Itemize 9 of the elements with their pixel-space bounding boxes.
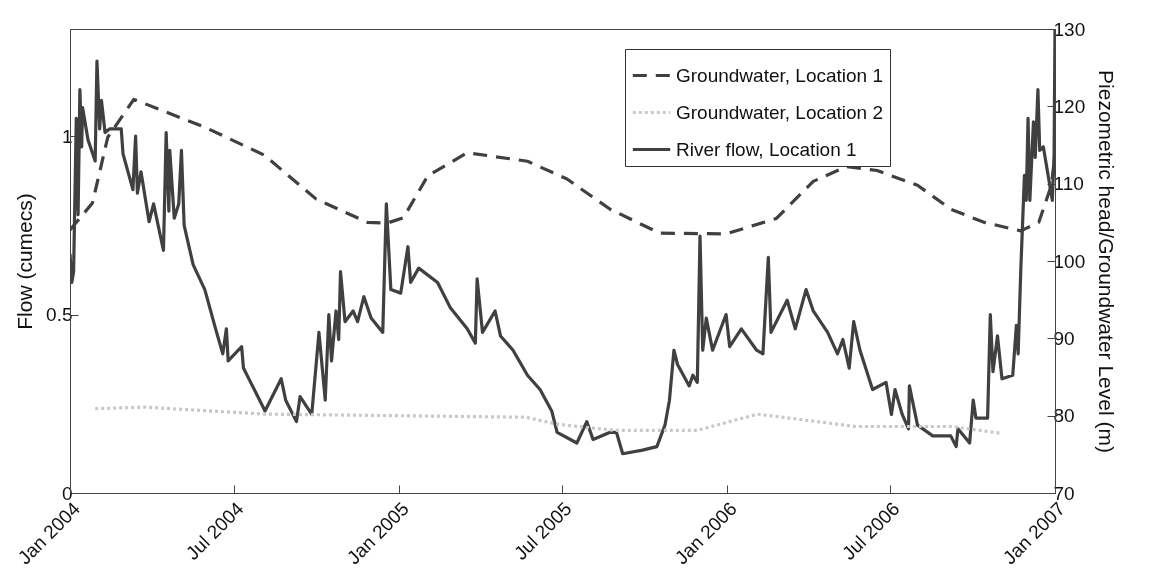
y2-axis-title: Piezometric head/Groundwater Level (m) bbox=[1095, 70, 1119, 453]
legend-label: River flow, Location 1 bbox=[676, 138, 857, 160]
y2-tick-label: 100 bbox=[1053, 250, 1086, 272]
legend-label: Groundwater, Location 2 bbox=[676, 101, 884, 123]
y2-tick-label: 110 bbox=[1053, 173, 1084, 195]
legend-label: Groundwater, Location 1 bbox=[676, 64, 884, 86]
y2-tick-label: 120 bbox=[1053, 95, 1086, 117]
y2-tick-label: 130 bbox=[1053, 18, 1086, 40]
y-axis-title: Flow (cumecs) bbox=[13, 193, 37, 330]
